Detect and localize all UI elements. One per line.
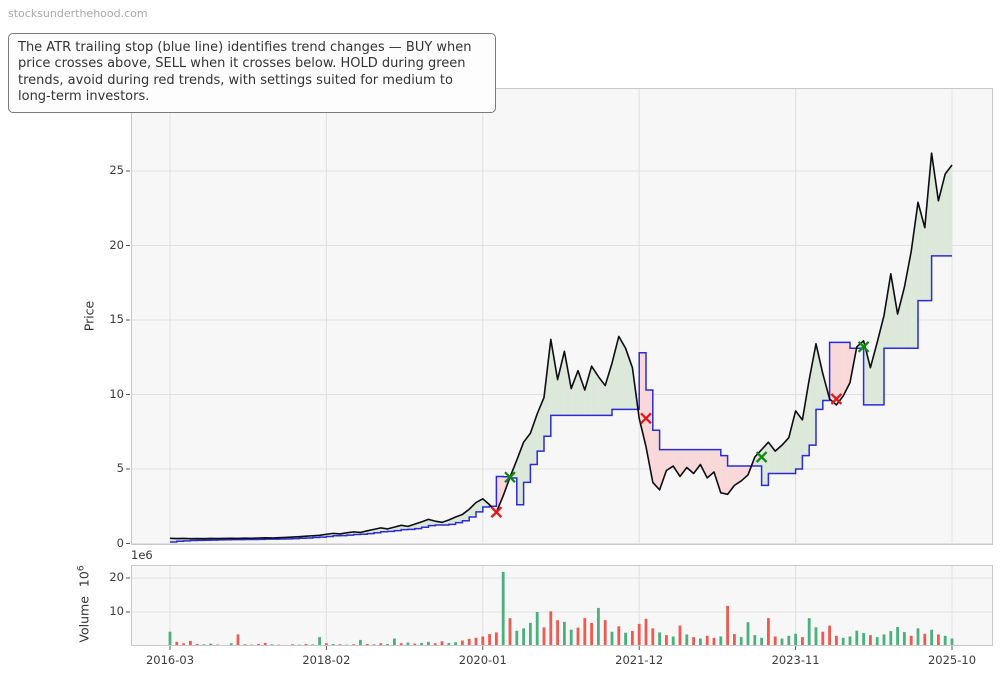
volume-tick-label: 10	[109, 604, 124, 618]
volume-chart-svg	[126, 565, 993, 650]
date-tick-label: 2025-10	[927, 653, 977, 667]
volume-axis-label-text: Volume	[76, 596, 92, 643]
date-tick-label: 2023-11	[771, 653, 820, 667]
volume-axis-label: Volume 106	[76, 565, 91, 642]
volume-tick-label: 20	[109, 570, 124, 584]
volume-offset-label: 1e6	[131, 548, 153, 562]
date-tick-label: 2018-02	[302, 653, 351, 667]
watermark: stocksunderthehood.com	[8, 7, 148, 20]
price-tick-label: 5	[116, 461, 124, 475]
date-tick-label: 2016-03	[145, 653, 195, 667]
price-tick-label: 10	[109, 386, 124, 401]
price-tick-label: 25	[109, 163, 124, 177]
price-tick-label: 20	[109, 237, 124, 252]
date-tick-label: 2021-12	[615, 653, 664, 667]
price-tick-label: 0	[116, 535, 124, 550]
strategy-annotation: The ATR trailing stop (blue line) identi…	[8, 33, 496, 113]
date-tick-label: 2020-01	[458, 653, 507, 667]
price-chart-svg	[126, 88, 993, 545]
volume-axis-scale: 106	[76, 565, 92, 588]
price-tick-label: 15	[109, 312, 124, 326]
